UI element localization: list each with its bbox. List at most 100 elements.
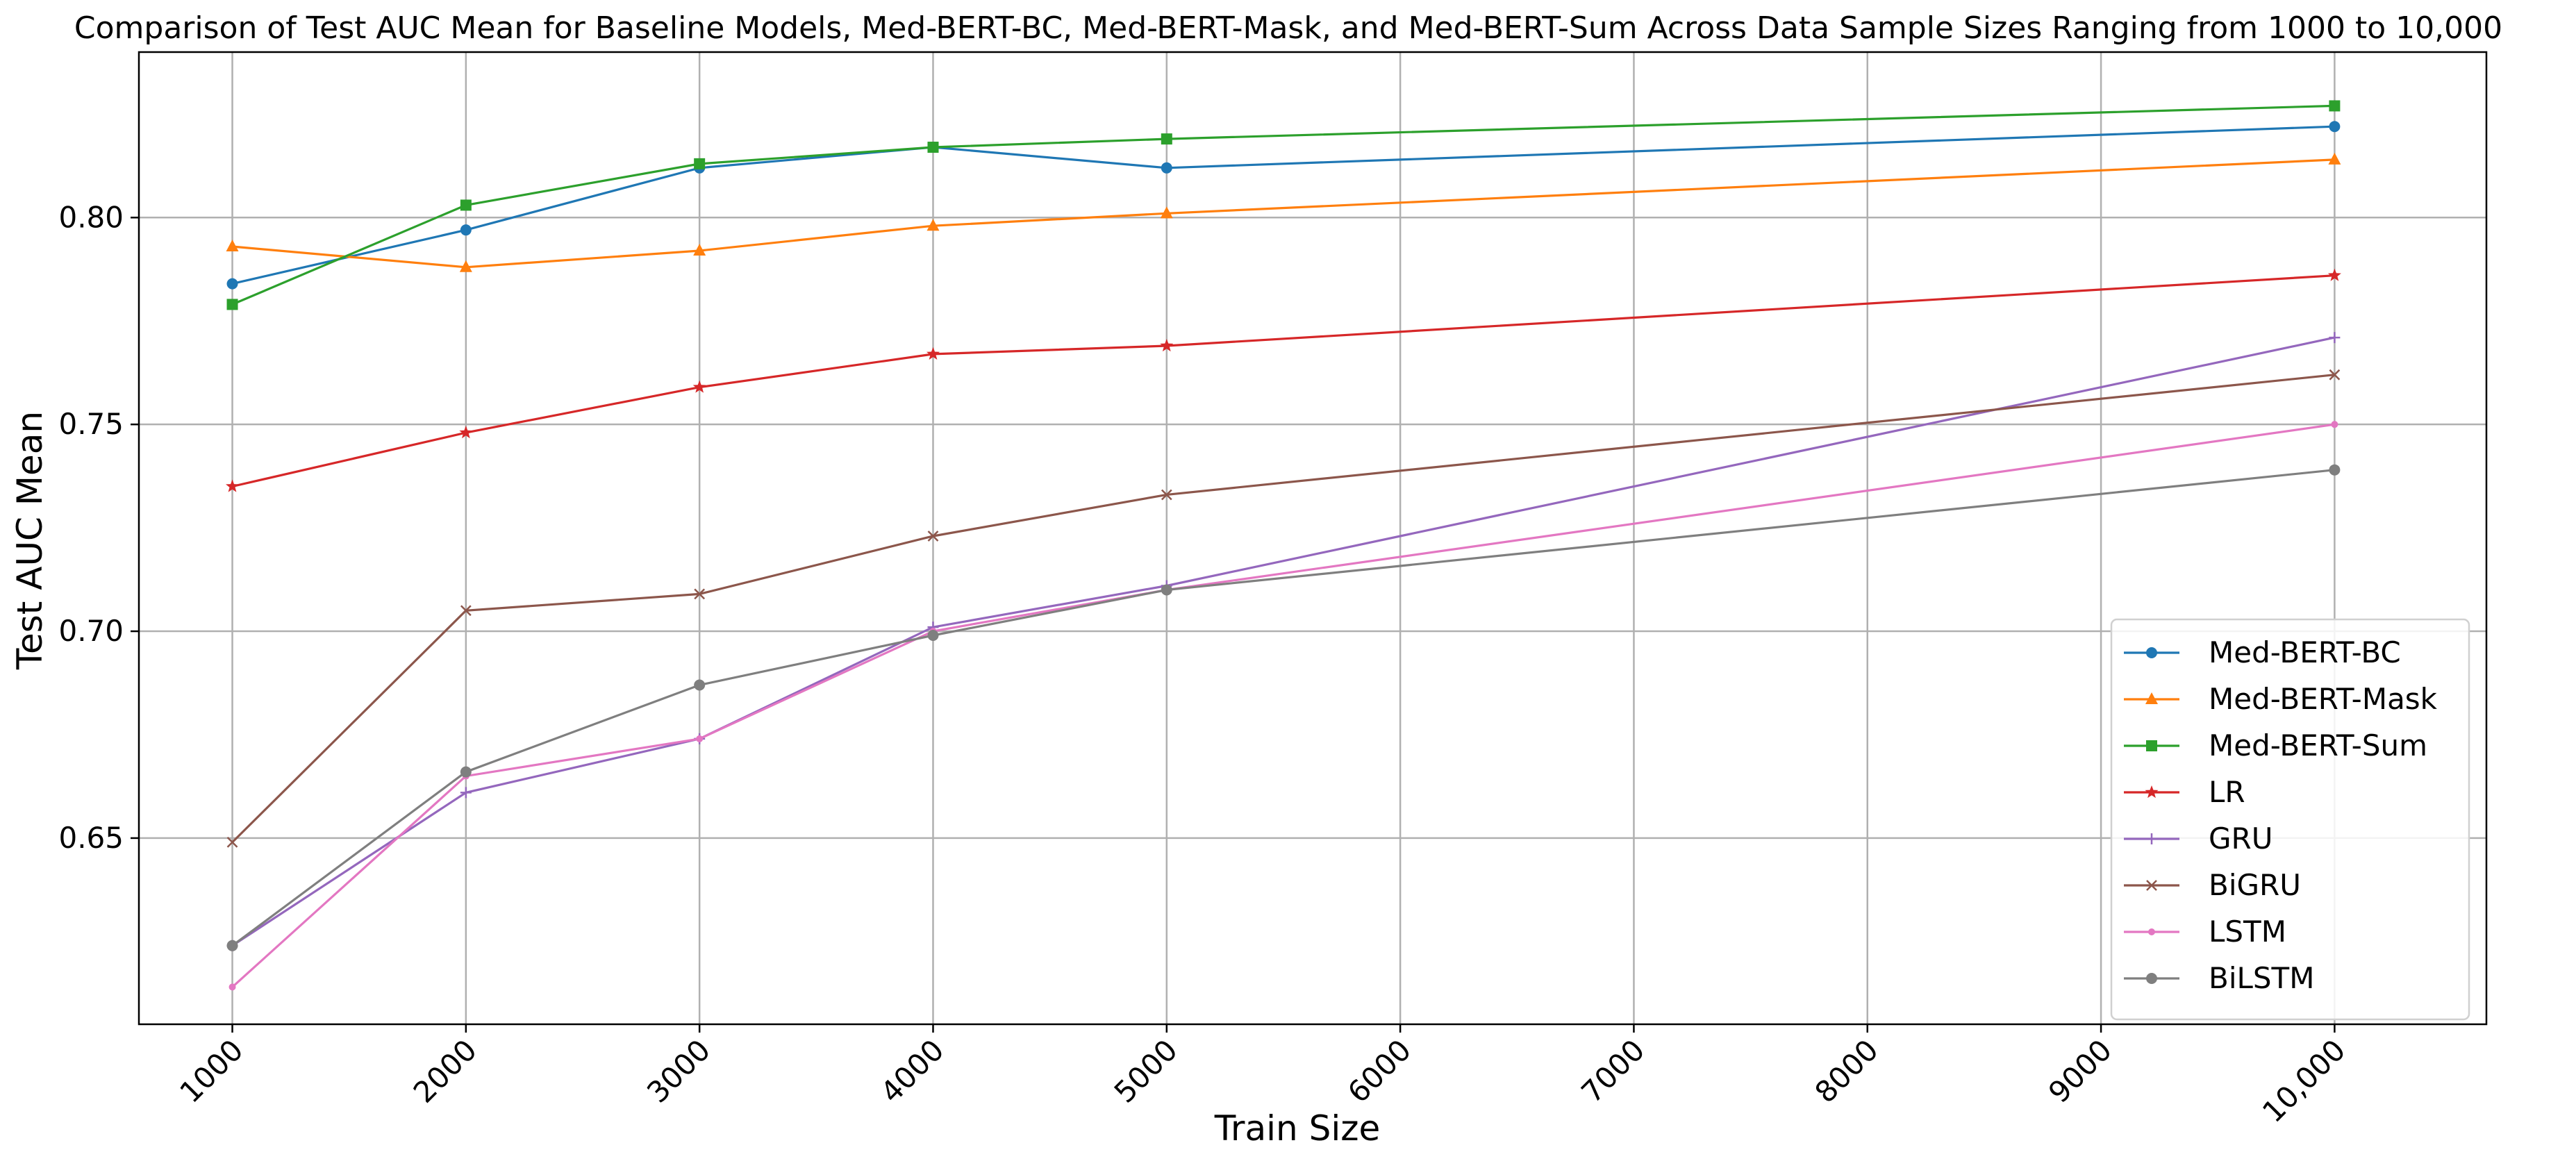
data-point [226,240,239,251]
data-point [694,588,706,600]
data-point [2331,421,2338,428]
data-point [2329,121,2341,133]
series-line [232,125,2335,285]
series-bigru [226,369,2341,848]
data-point [2327,268,2341,281]
x-tick-label: 7000 [1574,1033,1651,1109]
data-point [927,142,939,153]
data-point [226,836,238,848]
legend-label: Med-BERT-BC [2209,635,2401,669]
series-line [231,469,2335,947]
data-point [226,299,238,310]
data-point [226,479,239,492]
legend-marker [2145,692,2158,704]
x-axis-label: Train Size [1214,1108,1381,1149]
series-med-bert-sum [226,100,2341,310]
legend-marker [2146,647,2157,658]
data-point [2329,332,2341,344]
data-point [460,766,472,778]
data-point [2329,100,2341,112]
data-point [228,983,236,991]
y-tick-label: 0.65 [58,821,124,855]
series-line [232,158,2335,269]
x-tick-label: 5000 [1108,1033,1184,1109]
legend-item: Med-BERT-Sum [2124,728,2427,762]
data-point [694,158,706,169]
data-point [226,278,238,290]
series-med-bert-bc [226,121,2341,290]
data-point [927,630,939,641]
data-point [226,940,238,951]
data-point [460,224,472,236]
legend-marker [2146,880,2157,891]
data-point [696,735,704,742]
legend-box [2110,618,2470,1021]
data-point [1161,489,1172,501]
legend-item: GRU [2124,821,2272,856]
y-tick-label: 0.70 [58,614,124,648]
data-point [694,679,706,691]
legend-marker [2145,785,2159,799]
legend-item: LSTM [2124,915,2286,949]
x-tick-label: 9000 [2042,1033,2118,1109]
legend-item: BiLSTM [2124,961,2314,995]
series-line [231,104,2335,306]
series-line [232,274,2335,488]
legend-label: GRU [2209,821,2272,856]
y-tick-label: 0.80 [58,200,124,234]
series-lstm [228,421,2338,991]
data-point [2328,152,2341,165]
legend-marker [2146,740,2157,751]
series-med-bert-mask [226,152,2341,272]
legend-label: Med-BERT-Sum [2209,728,2427,762]
data-point [460,199,472,211]
data-point [692,380,706,393]
x-tick-label: 6000 [1341,1033,1418,1109]
data-point [693,243,706,256]
x-tick-label: 3000 [640,1033,717,1109]
data-point [926,347,940,360]
data-point [2329,369,2341,381]
series-lr [226,268,2341,492]
series-line [231,374,2335,844]
legend-label: BiGRU [2209,868,2301,902]
legend-label: Med-BERT-Mask [2209,682,2438,716]
y-axis-ticks: 0.65 0.70 0.75 0.80 [58,200,139,855]
y-tick-label: 0.75 [58,407,124,441]
data-point [926,219,940,231]
data-point [1160,206,1173,219]
data-point [927,531,939,542]
legend-item: Med-BERT-BC [2124,635,2401,669]
plot-frame [138,51,2488,1026]
legend-item: Med-BERT-Mask [2124,682,2438,716]
y-axis-label: Test AUC Mean [10,411,50,670]
data-point [1161,162,1172,174]
legend-marker [2146,833,2157,844]
legend-marker [2148,928,2155,935]
series-line [231,336,2335,947]
data-point [459,260,472,272]
x-tick-label: 4000 [874,1033,950,1109]
grid [139,52,2486,1024]
legend-item: LR [2124,775,2245,809]
legend-label: LSTM [2209,915,2286,949]
data-point [1160,339,1174,352]
data-point [459,426,473,439]
chart-title: Comparison of Test AUC Mean for Baseline… [74,10,2502,46]
series-line [231,423,2335,988]
legend-label: BiLSTM [2209,961,2314,995]
legend-label: LR [2209,775,2245,809]
data-point [460,605,472,617]
x-tick-label: 10,000 [2256,1033,2352,1129]
series-layer [226,100,2341,991]
x-tick-label: 2000 [407,1033,483,1109]
legend-marker [2146,973,2157,984]
series-bilstm [226,464,2341,951]
data-point [1161,584,1172,596]
x-tick-label: 8000 [1809,1033,1885,1109]
data-point [2329,464,2341,476]
legend: Med-BERT-BC Med-BERT-Mask Med-BERT-Sum LR GR… [2110,618,2470,1021]
x-tick-label: 1000 [173,1033,249,1109]
data-point [1161,133,1172,145]
